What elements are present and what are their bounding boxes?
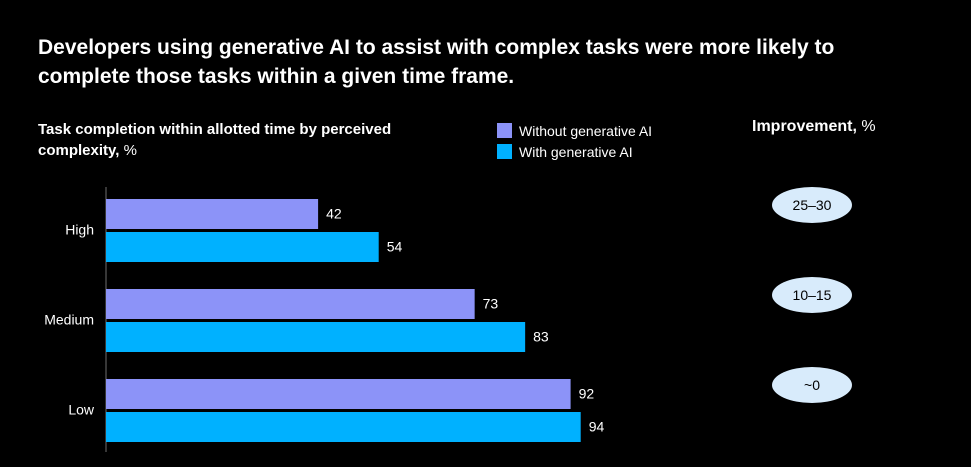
legend-label-with-ai: With generative AI bbox=[519, 143, 633, 160]
subtitle-text: Task completion within allotted time by … bbox=[38, 121, 392, 159]
chart-subtitle: Task completion within allotted time by … bbox=[38, 119, 398, 161]
value-label-high-without-generative-ai: 42 bbox=[326, 206, 342, 222]
improvement-value-low: ~0 bbox=[804, 377, 820, 393]
value-label-medium-with-generative-ai: 83 bbox=[533, 329, 549, 345]
improvement-header-unit: % bbox=[856, 118, 876, 135]
improvement-header: Improvement, % bbox=[752, 118, 876, 136]
category-label-high: High bbox=[65, 222, 94, 238]
improvement-pill-low: ~0 bbox=[772, 367, 852, 403]
value-label-low-without-generative-ai: 92 bbox=[579, 386, 595, 402]
improvement-pill-high: 25–30 bbox=[772, 187, 852, 223]
bar-low-with-generative-ai bbox=[106, 412, 581, 442]
legend-swatch-with-ai bbox=[497, 144, 512, 159]
legend-label-without-ai: Without generative AI bbox=[519, 122, 653, 139]
chart-title: Developers using generative AI to assist… bbox=[38, 36, 835, 88]
legend-item-without-ai: Without generative AI bbox=[497, 120, 652, 141]
bar-medium-without-generative-ai bbox=[106, 289, 475, 319]
bar-medium-with-generative-ai bbox=[106, 322, 526, 352]
legend: Without generative AI With generative AI bbox=[497, 120, 652, 162]
category-label-low: Low bbox=[68, 402, 95, 418]
improvement-pill-medium: 10–15 bbox=[772, 277, 852, 313]
improvement-value-medium: 10–15 bbox=[792, 287, 832, 303]
legend-item-with-ai: With generative AI bbox=[497, 141, 652, 162]
bar-low-without-generative-ai bbox=[106, 379, 571, 409]
value-label-low-with-generative-ai: 94 bbox=[589, 419, 605, 435]
value-label-medium-without-generative-ai: 73 bbox=[483, 296, 499, 312]
legend-swatch-without-ai bbox=[497, 123, 512, 138]
subtitle-unit: % bbox=[119, 142, 137, 159]
bar-high-without-generative-ai bbox=[106, 199, 319, 229]
category-label-medium: Medium bbox=[44, 312, 94, 328]
value-label-high-with-generative-ai: 54 bbox=[387, 239, 403, 255]
improvement-value-high: 25–30 bbox=[792, 197, 832, 213]
bar-high-with-generative-ai bbox=[106, 232, 379, 262]
improvement-header-text: Improvement, bbox=[752, 118, 857, 135]
